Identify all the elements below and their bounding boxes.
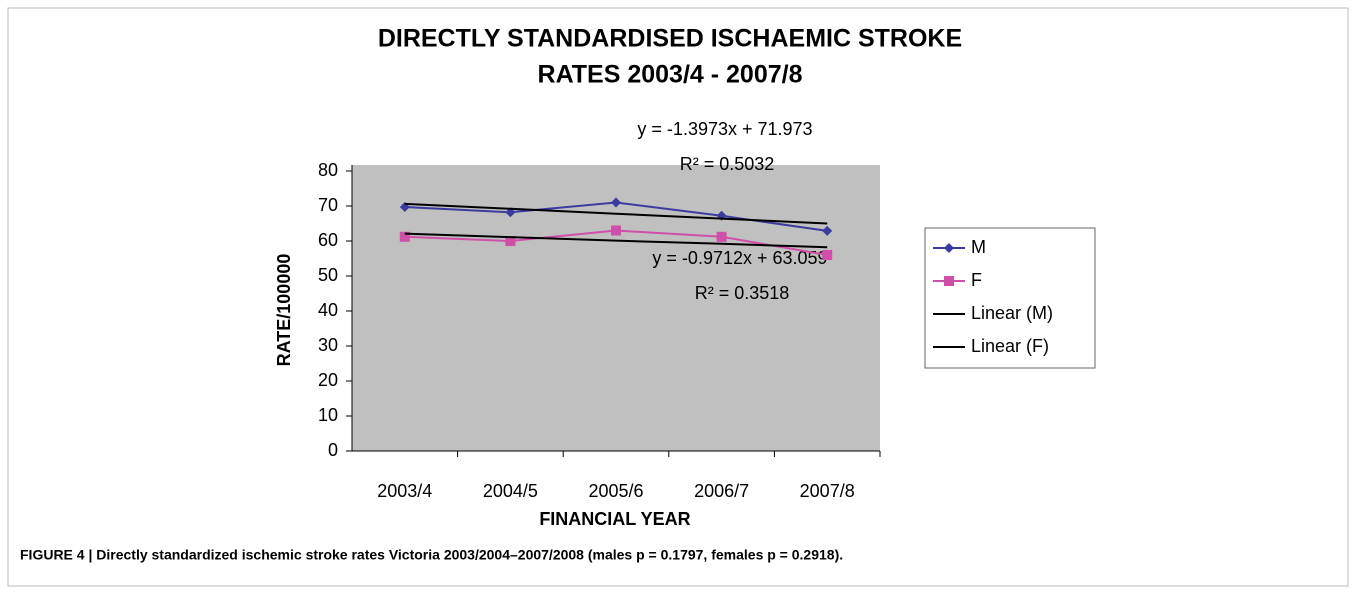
marker (611, 225, 621, 236)
x-tick-label: 2006/7 (694, 481, 749, 501)
marker (505, 207, 516, 218)
y-tick-label: 30 (318, 335, 338, 355)
marker (611, 197, 621, 208)
y-tick-label: 80 (318, 160, 338, 180)
marker (944, 243, 954, 253)
series-line (404, 232, 828, 249)
y-tick-label: 20 (318, 370, 338, 390)
marker (505, 236, 516, 246)
y-axis-label: RATE/100000 (274, 254, 294, 367)
y-tick-label: 60 (318, 230, 338, 250)
annotation: y = -1.3973x + 71.973 (637, 119, 812, 139)
annotation: y = -0.9712x + 63.059 (652, 248, 827, 268)
x-axis-label: FINANCIAL YEAR (539, 509, 690, 529)
marker (399, 231, 410, 242)
legend-label: Linear (F) (971, 336, 1049, 356)
marker (944, 276, 954, 286)
chart-title: RATES 2003/4 - 2007/8 (538, 61, 803, 89)
legend-label: F (971, 270, 982, 290)
chart-title: DIRECTLY STANDARDISED ISCHAEMIC STROKE (378, 25, 962, 53)
legend-box (924, 227, 1096, 369)
marker (822, 225, 833, 236)
x-tick-label: 2004/5 (483, 481, 538, 501)
marker (822, 250, 833, 260)
series-line (404, 202, 828, 225)
y-tick-label: 50 (318, 265, 338, 285)
annotation: R² = 0.3518 (695, 283, 790, 303)
y-tick-label: 0 (328, 440, 338, 460)
x-tick-label: 2007/8 (800, 481, 855, 501)
caption: FIGURE 4 | Directly standardized ischemi… (20, 547, 843, 563)
marker (716, 231, 727, 242)
plot-area (352, 165, 880, 451)
annotation: R² = 0.5032 (680, 154, 775, 174)
legend-label: M (971, 237, 986, 257)
y-tick-label: 70 (318, 195, 338, 215)
x-tick-label: 2005/6 (588, 481, 643, 501)
frame (7, 7, 1349, 587)
x-tick-label: 2003/4 (377, 481, 432, 501)
y-tick-label: 10 (318, 405, 338, 425)
y-tick-label: 40 (318, 300, 338, 320)
legend-label: Linear (M) (971, 303, 1053, 323)
